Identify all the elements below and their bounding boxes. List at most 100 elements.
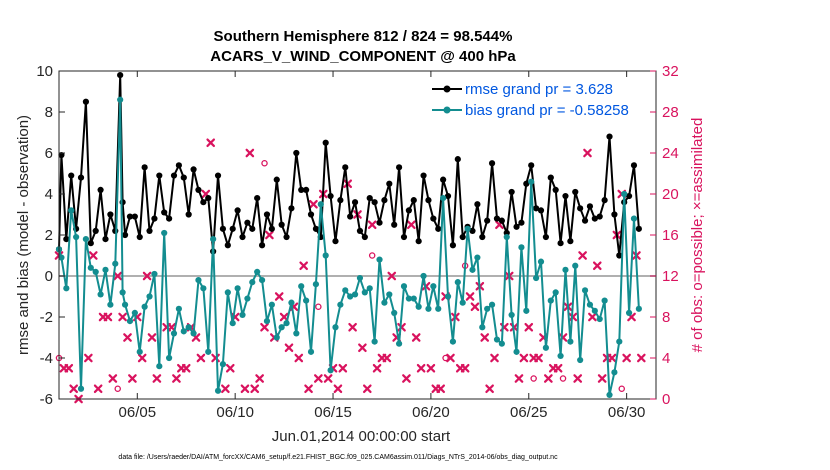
bias-point <box>303 297 310 304</box>
y2-tick-label: 0 <box>662 391 670 408</box>
rmse-point <box>351 199 359 206</box>
bias-point <box>195 277 202 284</box>
bias-point <box>454 279 461 286</box>
rmse-point <box>63 236 70 243</box>
bias-point <box>82 236 90 243</box>
x-tick-label: 06/30 <box>608 404 646 421</box>
rmse-point <box>415 238 422 245</box>
rmse-point <box>307 211 315 218</box>
rmse-point <box>625 192 633 200</box>
rmse-point <box>92 227 99 234</box>
rmse-point <box>435 225 442 232</box>
obs-assimilated-marker <box>416 363 426 373</box>
plot-area <box>59 71 656 399</box>
obs-assimilated-marker <box>284 343 294 353</box>
y-tick-label: -4 <box>40 350 53 367</box>
obs-assimilated-marker <box>255 374 264 383</box>
obs-assimilated-marker <box>592 261 602 271</box>
rmse-point <box>195 186 202 193</box>
obs-assimilated-marker <box>142 271 152 281</box>
bias-point <box>337 301 344 308</box>
rmse-point <box>410 197 417 204</box>
obs-assimilated-marker <box>367 220 377 230</box>
rmse-point <box>440 176 447 183</box>
bias-point <box>161 229 168 237</box>
rmse-point <box>391 221 398 228</box>
rmse-point <box>459 233 466 241</box>
rmse-point <box>263 211 271 218</box>
rmse-point <box>249 225 256 232</box>
legend-bias-marker <box>443 106 451 114</box>
data-file-footnote: data file: /Users/raeder/DAI/ATM_forcXX/… <box>118 454 558 461</box>
rmse-point <box>498 217 505 224</box>
bias-point <box>391 309 398 316</box>
x-axis-label: Jun.01,2014 00:00:00 start <box>272 428 451 445</box>
y2-tick-label: 12 <box>662 268 679 285</box>
bias-point <box>562 266 569 273</box>
rmse-point <box>205 195 212 202</box>
obs-assimilated-marker <box>358 343 367 353</box>
bias-point <box>190 330 197 337</box>
obs-possible-marker <box>442 354 449 362</box>
y2-tick-label: 28 <box>662 104 679 121</box>
bias-point <box>371 338 378 345</box>
bias-point <box>635 305 642 312</box>
bias-point <box>298 283 305 290</box>
rmse-point <box>518 219 525 226</box>
rmse-point <box>420 172 427 179</box>
obs-possible-marker <box>261 159 268 167</box>
obs-assimilated-marker <box>172 374 181 383</box>
obs-possible-marker <box>618 385 625 392</box>
obs-assimilated-marker <box>304 384 313 394</box>
rmse-point <box>479 233 486 241</box>
bias-point <box>596 315 603 323</box>
obs-assimilated-marker <box>446 353 455 363</box>
rmse-point <box>381 197 388 204</box>
rmse-point <box>180 174 187 181</box>
bias-point <box>395 340 403 347</box>
rmse-point <box>616 252 623 259</box>
bias-point <box>493 336 501 343</box>
rmse-point <box>214 172 222 179</box>
y-tick-label: -6 <box>40 391 53 408</box>
bias-point <box>567 338 574 345</box>
obs-assimilated-marker <box>196 353 206 363</box>
rmse-point <box>156 172 163 179</box>
rmse-point <box>136 233 143 241</box>
legend: rmse grand pr = 3.628 bias grand pr = -0… <box>432 81 629 119</box>
bias-point <box>258 277 266 284</box>
bias-point <box>131 309 138 316</box>
rmse-point <box>586 203 594 210</box>
bias-point <box>435 305 442 312</box>
bias-point <box>361 289 368 296</box>
obs-assimilated-marker <box>387 271 397 281</box>
rmse-point <box>107 211 114 218</box>
obs-assimilated-marker <box>279 312 289 322</box>
bias-point <box>283 320 290 327</box>
obs-assimilated-marker <box>294 353 304 363</box>
obs-assimilated-marker <box>167 322 176 332</box>
rmse-point <box>322 139 329 146</box>
rmse-point <box>449 242 457 249</box>
bias-point <box>273 334 280 341</box>
bias-point <box>68 207 75 214</box>
bias-point <box>616 338 623 345</box>
rmse-point <box>513 223 520 230</box>
bias-point <box>523 307 530 314</box>
rmse-point <box>591 215 598 222</box>
obs-assimilated-marker <box>553 363 563 373</box>
rmse-point <box>493 215 501 222</box>
rmse-point <box>444 192 452 200</box>
obs-assimilated-marker <box>245 148 255 158</box>
rmse-point <box>82 98 90 105</box>
rmse-point <box>121 231 129 239</box>
rmse-point <box>630 162 638 169</box>
bias-point <box>606 391 613 398</box>
bias-point <box>210 236 217 243</box>
bias-point <box>572 262 579 269</box>
y-tick-label: 8 <box>45 104 53 121</box>
bias-point <box>102 266 109 273</box>
rmse-point <box>298 186 305 193</box>
bias-point <box>444 293 452 300</box>
rmse-point <box>87 240 94 247</box>
